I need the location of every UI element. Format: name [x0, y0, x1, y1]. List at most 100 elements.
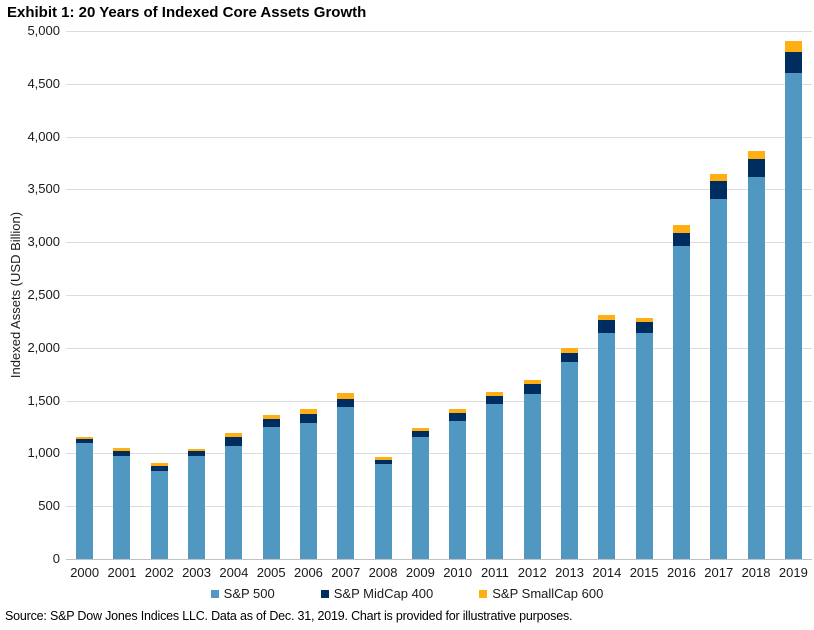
bar-2010-s-p-500	[449, 420, 467, 559]
x-tick-label-2007: 2007	[331, 565, 361, 580]
bar-2013-s-p-500	[561, 361, 579, 559]
bar-2002-s-p-midcap-400	[150, 466, 168, 472]
x-tick-label-2002: 2002	[144, 565, 174, 580]
y-tick-label-3000: 3,000	[27, 234, 60, 250]
bar-2008-s-p-midcap-400	[374, 460, 392, 464]
bar-2001-s-p-500	[113, 455, 131, 559]
bar-2017-s-p-midcap-400	[710, 180, 728, 199]
bar-2014-s-p-500	[598, 332, 616, 559]
y-axis-tick-labels: 0 500 1,000 1,500 2,000 2,500 3,000 3,500 4,000 4…	[0, 23, 60, 566]
bar-2012-s-p-smallcap-600	[523, 380, 541, 385]
bar-2011-s-p-midcap-400	[486, 395, 504, 405]
y-tick-label-3500: 3,500	[27, 181, 60, 197]
bar-2016-s-p-500	[672, 246, 690, 559]
y-tick-label-4500: 4,500	[27, 75, 60, 91]
gridline-4000	[66, 136, 812, 138]
bar-2007-s-p-500	[337, 406, 355, 559]
gridline-5000	[66, 31, 812, 32]
legend-label: S&P SmallCap 600	[492, 586, 604, 601]
y-tick-label-0: 0	[52, 551, 60, 566]
bar-2010-s-p-smallcap-600	[449, 409, 467, 414]
legend-swatch-icon	[320, 589, 329, 598]
legend-swatch-icon	[210, 589, 219, 598]
y-tick-label-1000: 1,000	[27, 445, 60, 461]
gridline-1500	[66, 400, 812, 402]
x-tick-label-2010: 2010	[443, 565, 473, 580]
bar-2009-s-p-smallcap-600	[411, 427, 429, 432]
bar-2004-s-p-smallcap-600	[225, 433, 243, 438]
x-tick-label-2012: 2012	[517, 565, 547, 580]
x-tick-label-2018: 2018	[741, 565, 771, 580]
bar-2000-s-p-midcap-400	[76, 439, 94, 444]
bar-2015-s-p-midcap-400	[635, 321, 653, 333]
bar-2014-s-p-smallcap-600	[598, 315, 616, 321]
legend-label: S&P 500	[223, 586, 275, 601]
bar-2007-s-p-midcap-400	[337, 399, 355, 407]
bar-2016-s-p-midcap-400	[672, 232, 690, 247]
x-tick-label-2004: 2004	[219, 565, 249, 580]
gridline-500	[66, 506, 812, 508]
x-tick-label-2019: 2019	[778, 565, 808, 580]
x-tick-label-2001: 2001	[107, 565, 137, 580]
x-tick-label-2003: 2003	[182, 565, 211, 580]
bar-2005-s-p-midcap-400	[262, 419, 280, 427]
x-tick-label-2015: 2015	[629, 565, 659, 580]
bar-2008-s-p-smallcap-600	[374, 457, 392, 461]
x-tick-label-2006: 2006	[293, 565, 323, 580]
bar-2019-s-p-midcap-400	[784, 51, 802, 73]
bar-2003-s-p-smallcap-600	[188, 448, 206, 452]
y-tick-label-2500: 2,500	[27, 287, 60, 302]
y-tick-label-5000: 5,000	[27, 23, 60, 38]
bar-2002-s-p-smallcap-600	[150, 463, 168, 467]
gridline-1000	[66, 453, 812, 455]
x-axis-tick-labels: 2000 2001 2002 2003 2004 2005 2006 2007 2008 2009…	[66, 565, 812, 581]
bar-2006-s-p-smallcap-600	[299, 409, 317, 415]
bar-2004-s-p-midcap-400	[225, 437, 243, 447]
y-tick-label-4000: 4,000	[27, 128, 60, 144]
bar-2010-s-p-midcap-400	[449, 413, 467, 421]
bar-2003-s-p-midcap-400	[188, 451, 206, 457]
bar-2002-s-p-500	[150, 471, 168, 559]
bar-2011-s-p-500	[486, 404, 504, 559]
bar-2017-s-p-500	[710, 198, 728, 559]
x-tick-label-2008: 2008	[368, 565, 398, 580]
legend-item-s-p-smallcap-600: S&P SmallCap 600	[479, 586, 603, 601]
bar-2006-s-p-500	[299, 423, 317, 559]
x-tick-label-2013: 2013	[555, 565, 584, 580]
x-tick-label-2014: 2014	[592, 565, 622, 580]
gridline-3000	[66, 242, 812, 244]
bar-2013-s-p-midcap-400	[561, 352, 579, 362]
bar-2014-s-p-midcap-400	[598, 320, 616, 333]
bar-2016-s-p-smallcap-600	[672, 225, 690, 233]
bar-2009-s-p-500	[411, 437, 429, 559]
bar-2018-s-p-smallcap-600	[747, 151, 765, 160]
legend-item-s-p-500: S&P 500	[210, 586, 275, 601]
bar-2018-s-p-midcap-400	[747, 159, 765, 177]
bar-2013-s-p-smallcap-600	[561, 347, 579, 353]
bar-2015-s-p-smallcap-600	[635, 317, 653, 322]
y-tick-label-2000: 2,000	[27, 339, 60, 355]
bar-2018-s-p-500	[747, 176, 765, 559]
bar-2005-s-p-500	[262, 427, 280, 559]
chart-title: Exhibit 1: 20 Years of Indexed Core Asse…	[7, 4, 367, 21]
bar-2015-s-p-500	[635, 332, 653, 559]
plot-area	[66, 31, 812, 560]
bar-2003-s-p-500	[188, 456, 206, 559]
bar-2004-s-p-500	[225, 446, 243, 559]
gridline-2500	[66, 295, 812, 296]
bar-2008-s-p-500	[374, 463, 392, 559]
legend-item-s-p-midcap-400: S&P MidCap 400	[320, 586, 434, 601]
gridline-2000	[66, 347, 812, 349]
source-note: Source: S&P Dow Jones Indices LLC. Data …	[5, 609, 573, 623]
y-tick-label-1500: 1,500	[27, 392, 60, 408]
gridline-3500	[66, 189, 812, 191]
legend-label: S&P MidCap 400	[333, 586, 434, 601]
bar-2012-s-p-500	[523, 394, 541, 559]
bar-2019-s-p-smallcap-600	[784, 40, 802, 52]
legend: S&P 500 S&P MidCap 400 S&P SmallCap 600	[0, 586, 814, 601]
bar-2009-s-p-midcap-400	[411, 431, 429, 438]
bar-2006-s-p-midcap-400	[299, 414, 317, 424]
x-tick-label-2011: 2011	[480, 565, 509, 580]
bar-2001-s-p-midcap-400	[113, 450, 131, 456]
